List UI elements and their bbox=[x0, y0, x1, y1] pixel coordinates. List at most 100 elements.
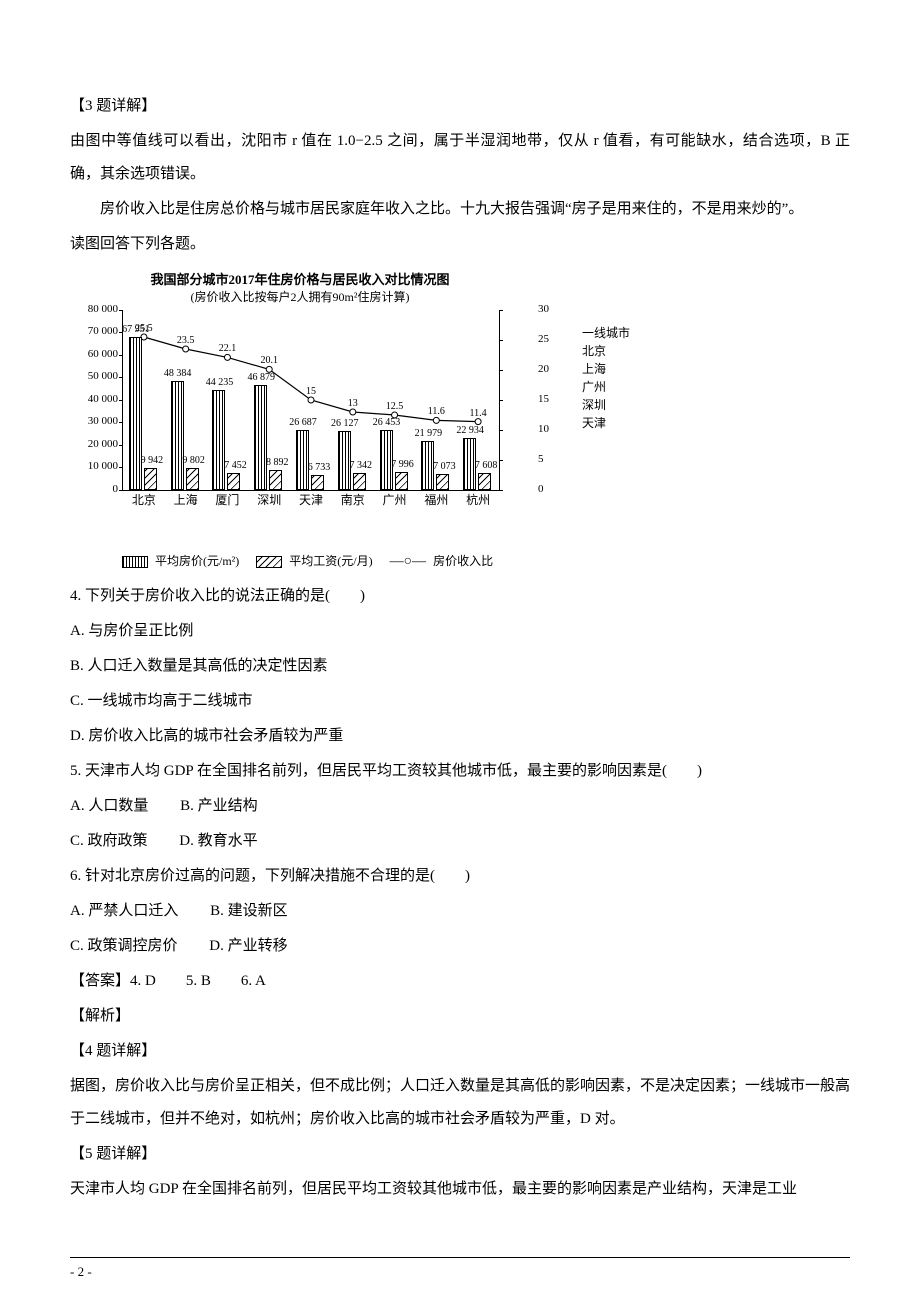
x-axis-label: 福州 bbox=[424, 491, 448, 508]
side-legend-item: 北京 bbox=[582, 342, 630, 360]
page-number: - 2 - bbox=[70, 1264, 92, 1280]
y-right-label: 15 bbox=[538, 393, 562, 405]
wage-value-label: 7 073 bbox=[433, 461, 456, 472]
q5-opt-b: B. 产业结构 bbox=[180, 790, 258, 823]
wage-value-label: 7 996 bbox=[391, 459, 414, 470]
bar-price bbox=[254, 385, 267, 490]
x-axis-label: 天津 bbox=[299, 491, 323, 508]
y-right-label: 30 bbox=[538, 303, 562, 315]
legend-price-label: 平均房价(元/m²) bbox=[155, 554, 239, 568]
bar-wage bbox=[144, 468, 157, 490]
legend-wage: 平均工资(元/月) bbox=[256, 552, 372, 569]
bar-wage bbox=[269, 470, 282, 490]
x-axis-label: 深圳 bbox=[257, 491, 281, 508]
q4-exp-body: 据图，房价收入比与房价呈正相关，但不成比例；人口迁入数量是其高低的影响因素，不是… bbox=[70, 1070, 850, 1136]
ratio-value-label: 11.6 bbox=[428, 406, 445, 417]
q5-opts-row2: C. 政府政策 D. 教育水平 bbox=[70, 825, 850, 858]
q3-body: 由图中等值线可以看出，沈阳市 r 值在 1.0−2.5 之间，属于半湿润地带，仅… bbox=[70, 125, 850, 191]
x-axis-label: 杭州 bbox=[466, 491, 490, 508]
chart-plot: 67 9519 942北京25.548 3849 802上海23.544 235… bbox=[122, 310, 500, 491]
ratio-value-label: 12.5 bbox=[386, 401, 404, 412]
x-axis-label: 北京 bbox=[132, 491, 156, 508]
side-legend-item: 一线城市 bbox=[582, 324, 630, 342]
y-right-label: 25 bbox=[538, 333, 562, 345]
price-value-label: 26 687 bbox=[289, 417, 317, 428]
side-legend-item: 上海 bbox=[582, 360, 630, 378]
q5-opts-row1: A. 人口数量 B. 产业结构 bbox=[70, 790, 850, 823]
x-axis-label: 南京 bbox=[341, 491, 365, 508]
q4: 4. 下列关于房价收入比的说法正确的是( ) bbox=[70, 580, 850, 613]
x-axis-label: 上海 bbox=[174, 491, 198, 508]
price-value-label: 46 879 bbox=[247, 372, 275, 383]
bar-wage bbox=[227, 473, 240, 490]
q6-opt-a: A. 严禁人口迁入 bbox=[70, 895, 178, 928]
x-axis-label: 厦门 bbox=[215, 491, 239, 508]
wage-value-label: 6 733 bbox=[308, 462, 331, 473]
legend-price: 平均房价(元/m²) bbox=[122, 552, 239, 569]
wage-value-label: 8 892 bbox=[266, 457, 289, 468]
bar-wage bbox=[478, 473, 491, 490]
price-value-label: 44 235 bbox=[206, 377, 234, 388]
bar-wage bbox=[311, 475, 324, 490]
price-value-label: 21 979 bbox=[415, 428, 443, 439]
q6-opts-row2: C. 政策调控房价 D. 产业转移 bbox=[70, 930, 850, 963]
x-axis-label: 广州 bbox=[383, 491, 407, 508]
legend-wage-label: 平均工资(元/月) bbox=[289, 554, 372, 568]
y-left-label: 10 000 bbox=[70, 460, 118, 472]
wage-value-label: 9 802 bbox=[182, 455, 205, 466]
ratio-value-label: 15 bbox=[306, 386, 316, 397]
footer-line bbox=[70, 1257, 850, 1258]
legend-wage-swatch bbox=[256, 556, 282, 568]
legend-ratio: —○— 房价收入比 bbox=[390, 552, 493, 570]
ratio-value-label: 25.5 bbox=[135, 323, 153, 334]
y-left-label: 30 000 bbox=[70, 415, 118, 427]
q6-opt-c: C. 政策调控房价 bbox=[70, 930, 178, 963]
bar-price bbox=[296, 430, 309, 490]
y-left-label: 70 000 bbox=[70, 325, 118, 337]
chart-subtitle: (房价收入比按每户2人拥有90m²住房计算) bbox=[90, 289, 510, 306]
price-value-label: 48 384 bbox=[164, 368, 192, 379]
q6: 6. 针对北京房价过高的问题，下列解决措施不合理的是( ) bbox=[70, 860, 850, 893]
q4-opt-c: C. 一线城市均高于二线城市 bbox=[70, 685, 850, 718]
side-legend-item: 深圳 bbox=[582, 396, 630, 414]
side-legend-item: 广州 bbox=[582, 378, 630, 396]
q6-opts-row1: A. 严禁人口迁入 B. 建设新区 bbox=[70, 895, 850, 928]
q4-opt-a: A. 与房价呈正比例 bbox=[70, 615, 850, 648]
legend-price-swatch bbox=[122, 556, 148, 568]
ratio-value-label: 11.4 bbox=[470, 408, 487, 419]
ratio-value-label: 13 bbox=[348, 398, 358, 409]
bar-wage bbox=[436, 474, 449, 490]
ratio-value-label: 20.1 bbox=[260, 355, 278, 366]
y-left-label: 40 000 bbox=[70, 393, 118, 405]
bar-price bbox=[129, 337, 142, 490]
bar-price bbox=[212, 390, 225, 490]
q4-exp-heading: 【4 题详解】 bbox=[70, 1035, 850, 1068]
q5: 5. 天津市人均 GDP 在全国排名前列，但居民平均工资较其他城市低，最主要的影… bbox=[70, 755, 850, 788]
q6-opt-d: D. 产业转移 bbox=[209, 930, 287, 963]
y-right-label: 0 bbox=[538, 483, 562, 495]
intro-para-1: 房价收入比是住房总价格与城市居民家庭年收入之比。十九大报告强调“房子是用来住的，… bbox=[70, 193, 850, 226]
legend-ratio-swatch: —○— bbox=[390, 554, 426, 570]
legend-ratio-label: 房价收入比 bbox=[433, 554, 493, 568]
wage-value-label: 7 342 bbox=[350, 460, 373, 471]
wage-value-label: 7 452 bbox=[224, 460, 247, 471]
y-left-label: 60 000 bbox=[70, 348, 118, 360]
chart-side-legend: 一线城市北京上海广州深圳天津 bbox=[582, 324, 630, 432]
ratio-value-label: 22.1 bbox=[219, 343, 237, 354]
price-value-label: 26 453 bbox=[373, 417, 401, 428]
side-legend-item: 天津 bbox=[582, 414, 630, 432]
q4-opt-d: D. 房价收入比高的城市社会矛盾较为严重 bbox=[70, 720, 850, 753]
bar-wage bbox=[186, 468, 199, 490]
wage-value-label: 9 942 bbox=[141, 455, 164, 466]
q5-exp-body: 天津市人均 GDP 在全国排名前列，但居民平均工资较其他城市低，最主要的影响因素… bbox=[70, 1173, 850, 1206]
chart-legend: 平均房价(元/m²) 平均工资(元/月) —○— 房价收入比 bbox=[122, 552, 850, 570]
jiexi-heading: 【解析】 bbox=[70, 1000, 850, 1033]
q6-opt-b: B. 建设新区 bbox=[210, 895, 288, 928]
y-left-label: 50 000 bbox=[70, 370, 118, 382]
bar-wage bbox=[395, 472, 408, 490]
y-right-label: 5 bbox=[538, 453, 562, 465]
y-left-label: 20 000 bbox=[70, 438, 118, 450]
price-value-label: 22 934 bbox=[456, 425, 484, 436]
price-value-label: 26 127 bbox=[331, 418, 359, 429]
q5-opt-a: A. 人口数量 bbox=[70, 790, 148, 823]
